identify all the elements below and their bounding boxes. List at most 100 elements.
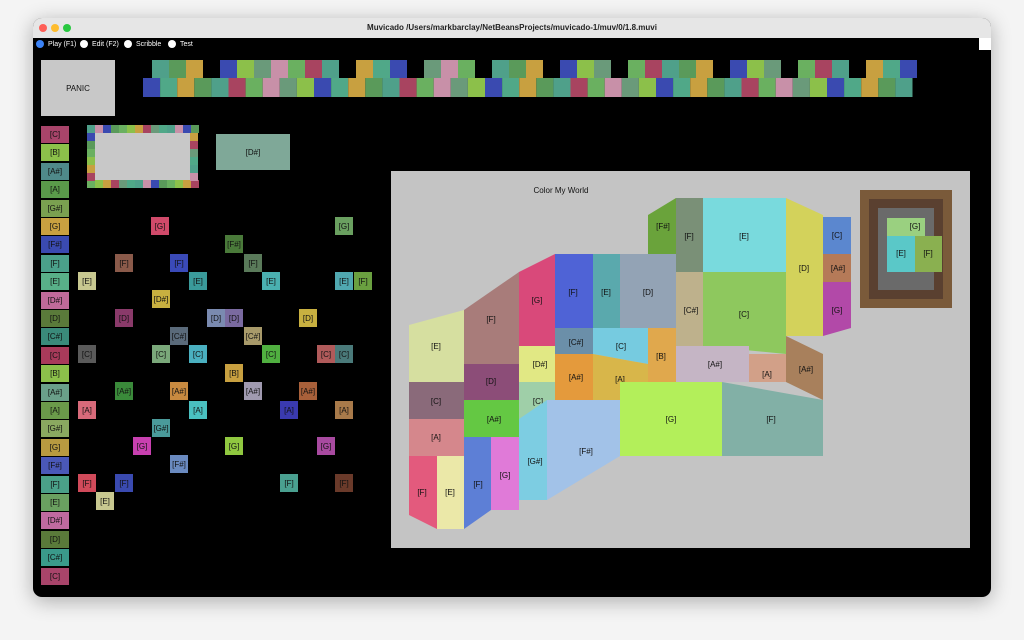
key-button[interactable]: [F] — [41, 475, 69, 493]
mode-radio[interactable]: Test — [168, 40, 193, 48]
note-cell[interactable]: [F#] — [170, 455, 188, 473]
note-cell[interactable]: [D] — [115, 309, 133, 327]
note-cell[interactable]: [C#] — [244, 327, 262, 345]
key-strip — [536, 78, 554, 97]
note-cell[interactable]: [C#] — [170, 327, 188, 345]
note-cell[interactable]: [F] — [115, 254, 133, 272]
note-cell[interactable]: [A] — [78, 401, 96, 419]
key-button[interactable]: [C] — [41, 567, 69, 585]
frame-cell — [175, 125, 183, 133]
note-cell[interactable]: [C] — [262, 345, 280, 363]
region-label: [G] — [500, 471, 511, 480]
key-button[interactable]: [D] — [41, 310, 69, 327]
note-cell[interactable]: [G#] — [152, 419, 170, 437]
note-cell[interactable]: [E] — [189, 272, 207, 290]
note-cell[interactable]: [G] — [335, 217, 353, 235]
key-button[interactable]: [B] — [41, 144, 69, 162]
key-strip — [696, 60, 713, 78]
key-strip — [348, 78, 366, 97]
note-cell[interactable]: [D] — [225, 309, 243, 327]
note-cell[interactable]: [C] — [335, 345, 353, 363]
selected-note[interactable]: [D#] — [216, 134, 290, 170]
note-cell[interactable]: [G] — [225, 437, 243, 455]
note-cell[interactable]: [E] — [96, 492, 114, 510]
key-button[interactable]: [G] — [41, 438, 69, 456]
note-cell[interactable]: [E] — [78, 272, 96, 290]
note-cell[interactable]: [E] — [335, 272, 353, 290]
mode-radio[interactable]: Edit (F2) — [80, 40, 119, 48]
mode-radio[interactable]: Scribble — [124, 40, 161, 48]
key-button[interactable]: [A] — [41, 402, 69, 419]
key-button[interactable]: [A#] — [41, 162, 69, 180]
key-button[interactable]: [C] — [41, 346, 69, 364]
note-cell[interactable]: [A#] — [170, 382, 188, 400]
key-button[interactable]: [D] — [41, 530, 69, 548]
note-cell[interactable]: [G] — [151, 217, 169, 235]
key-strip — [560, 60, 577, 78]
key-strip — [758, 78, 776, 97]
key-button[interactable]: [B] — [41, 365, 69, 383]
frame-cell — [191, 125, 199, 133]
inset-layer — [887, 218, 925, 236]
key-strip — [656, 78, 674, 97]
mode-label: Play (F1) — [48, 40, 77, 48]
note-cell[interactable]: [C] — [152, 345, 170, 363]
key-strip — [305, 60, 322, 78]
note-cell[interactable]: [A#] — [299, 382, 317, 400]
note-cell[interactable]: [F] — [78, 474, 96, 492]
key-button[interactable]: [E] — [41, 494, 69, 511]
key-button[interactable]: [A#] — [41, 383, 69, 401]
key-button[interactable]: [A] — [41, 181, 69, 199]
key-button[interactable]: [C#] — [41, 549, 69, 567]
color-region — [703, 198, 786, 272]
key-strip — [314, 78, 332, 97]
note-cell[interactable]: [D#] — [152, 290, 170, 308]
note-cell[interactable]: [E] — [262, 272, 280, 290]
panic-button[interactable]: PANIC — [41, 60, 115, 116]
note-cell[interactable]: [F] — [244, 254, 262, 272]
mode-radio[interactable]: Play (F1) — [36, 40, 76, 48]
note-cell[interactable]: [D] — [299, 309, 317, 327]
region-label: [B] — [656, 352, 666, 361]
note-cell[interactable]: [A] — [280, 401, 298, 419]
key-strip — [526, 60, 543, 78]
note-cell[interactable]: [B] — [225, 364, 243, 382]
note-cell[interactable]: [G] — [133, 437, 151, 455]
note-cell[interactable]: [D] — [207, 309, 225, 327]
key-button[interactable]: [G#] — [41, 199, 69, 217]
color-region — [409, 419, 464, 456]
key-strip — [177, 78, 195, 97]
key-strip — [741, 78, 759, 97]
note-cell[interactable]: [F] — [115, 474, 133, 492]
note-cell[interactable]: [A#] — [115, 382, 133, 400]
key-button[interactable]: [D#] — [41, 512, 69, 530]
key-button[interactable]: [G#] — [41, 420, 69, 438]
note-cell[interactable]: [A] — [335, 401, 353, 419]
key-button[interactable]: [D#] — [41, 291, 69, 309]
note-cell[interactable]: [F] — [335, 474, 353, 492]
key-button[interactable]: [C#] — [41, 328, 69, 346]
key-strip — [365, 78, 383, 97]
key-strip — [433, 78, 451, 97]
note-cell[interactable]: [C] — [317, 345, 335, 363]
note-cell[interactable]: [F] — [280, 474, 298, 492]
key-button[interactable]: [F#] — [41, 457, 69, 475]
key-button[interactable]: [F] — [41, 254, 69, 272]
canvas-title: Color My World — [534, 186, 589, 195]
key-button[interactable]: [E] — [41, 273, 69, 291]
note-cell[interactable]: [C] — [78, 345, 96, 363]
key-button[interactable]: [C] — [41, 126, 69, 143]
note-cell[interactable]: [G] — [317, 437, 335, 455]
key-button[interactable]: [F#] — [41, 236, 69, 254]
key-strip — [844, 78, 862, 97]
region-label: [C#] — [569, 338, 584, 347]
note-cell[interactable]: [C] — [189, 345, 207, 363]
note-cell[interactable]: [A] — [189, 401, 207, 419]
window-title: Muvicado /Users/markbarclay/NetBeansProj… — [367, 23, 657, 32]
note-cell[interactable]: [F] — [354, 272, 372, 290]
note-cell[interactable]: [F] — [170, 254, 188, 272]
key-button[interactable]: [G] — [41, 218, 69, 235]
color-region — [437, 456, 464, 529]
note-cell[interactable]: [F#] — [225, 235, 243, 253]
note-cell[interactable]: [A#] — [244, 382, 262, 400]
